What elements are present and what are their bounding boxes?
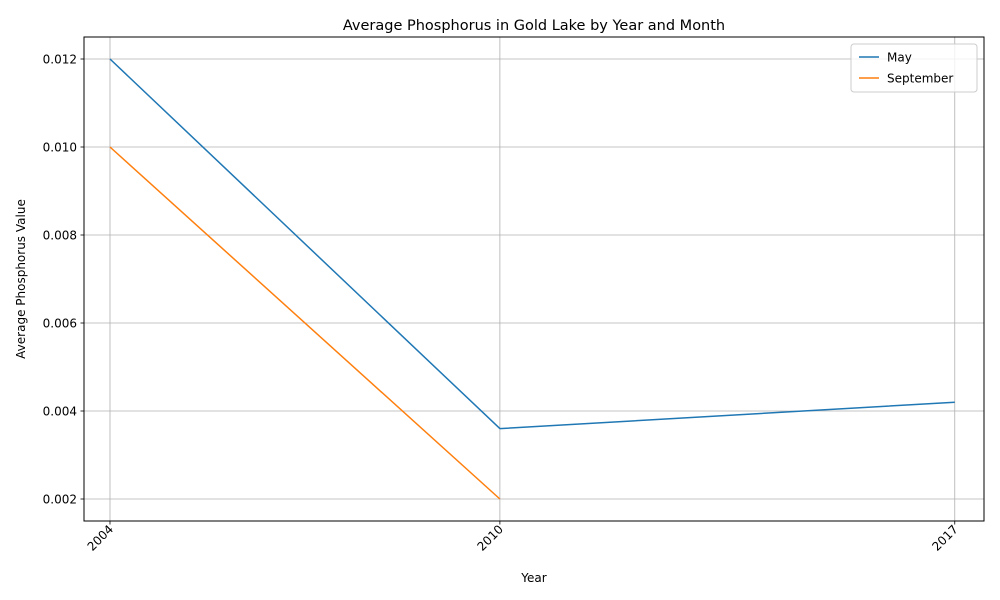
chart-title: Average Phosphorus in Gold Lake by Year … bbox=[343, 18, 725, 34]
series-layer bbox=[109, 58, 955, 500]
legend-label: September bbox=[887, 72, 953, 86]
legend-label: May bbox=[887, 51, 912, 65]
legend: May September bbox=[850, 43, 978, 93]
y-tick-label: 0.006 bbox=[43, 317, 77, 331]
y-tick-label: 0.004 bbox=[43, 405, 77, 419]
y-tick-label: 0.008 bbox=[43, 229, 77, 243]
series-line-september bbox=[109, 146, 501, 500]
y-tick-label: 0.002 bbox=[43, 493, 77, 507]
y-ticks: 0.002 0.004 0.006 0.008 0.010 0.012 bbox=[43, 53, 84, 507]
legend-box bbox=[850, 43, 978, 93]
y-tick-label: 0.012 bbox=[43, 53, 77, 67]
plot-frame bbox=[83, 36, 985, 522]
y-tick-label: 0.010 bbox=[43, 141, 77, 155]
y-axis-title: Average Phosphorus Value bbox=[14, 199, 28, 359]
x-axis-title: Year bbox=[520, 571, 546, 585]
grid-layer bbox=[84, 37, 984, 521]
